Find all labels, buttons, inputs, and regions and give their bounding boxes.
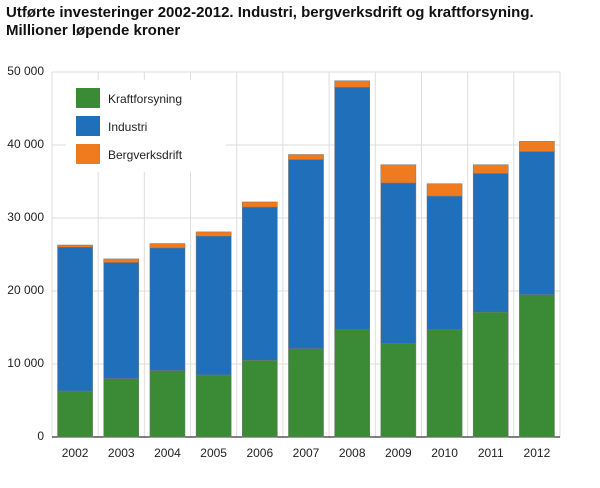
bar-segment — [103, 258, 140, 263]
bar-segment — [472, 173, 509, 313]
bar-segment — [149, 370, 186, 438]
bar-segment — [380, 182, 417, 344]
chart-title: Utførte investeringer 2002-2012. Industr… — [6, 4, 534, 21]
bar-segment — [288, 348, 324, 438]
bar-segment — [334, 87, 370, 330]
y-tick-label: 50 000 — [7, 64, 44, 78]
x-tick-label: 2007 — [293, 446, 320, 460]
chart-subtitle: Millioner løpende kroner — [6, 22, 180, 39]
bar-segment — [288, 154, 324, 160]
bar-segment — [242, 206, 278, 361]
bar-segment — [288, 159, 324, 349]
legend-label: Bergverksdrift — [108, 148, 183, 162]
bar-segment — [472, 311, 509, 438]
x-tick-label: 2003 — [108, 446, 135, 460]
bar-segment — [426, 195, 463, 330]
bar-segment — [57, 246, 93, 392]
y-tick-label: 30 000 — [7, 210, 44, 224]
bar-segment — [195, 236, 232, 376]
bar-segment — [334, 80, 370, 88]
x-tick-label: 2005 — [200, 446, 227, 460]
x-tick-label: 2010 — [431, 446, 458, 460]
x-tick-label: 2002 — [62, 446, 89, 460]
bar-segment — [519, 294, 555, 438]
bar-segment — [426, 329, 463, 438]
x-tick-label: 2006 — [246, 446, 273, 460]
legend-label: Kraftforsyning — [108, 92, 182, 106]
legend-swatch — [76, 144, 100, 164]
bar-segment — [426, 183, 463, 197]
bar-segment — [242, 201, 278, 208]
bar-segment — [149, 247, 186, 371]
bar-segment — [242, 360, 278, 438]
x-tick-label: 2008 — [339, 446, 366, 460]
legend-swatch — [76, 116, 100, 136]
x-tick-label: 2011 — [478, 446, 504, 460]
x-tick-label: 2009 — [385, 446, 412, 460]
bar-segment — [149, 243, 186, 249]
y-tick-label: 10 000 — [7, 356, 44, 370]
bar-segment — [103, 262, 140, 379]
bar-segment — [519, 151, 555, 295]
bar-segment — [57, 244, 93, 248]
x-tick-label: 2004 — [154, 446, 181, 460]
y-tick-label: 40 000 — [7, 137, 44, 151]
x-tick-label: 2012 — [524, 446, 551, 460]
bar-segment — [380, 164, 417, 184]
bar-segment — [103, 378, 140, 438]
bar-segment — [57, 390, 93, 438]
bar-segment — [472, 164, 509, 174]
bar-segment — [380, 343, 417, 438]
y-tick-label: 20 000 — [7, 283, 44, 297]
bar-segment — [334, 329, 370, 438]
bar-segment — [195, 231, 232, 237]
legend-swatch — [76, 88, 100, 108]
bar-segment — [519, 141, 555, 152]
legend-label: Industri — [108, 120, 147, 134]
y-tick-label: 0 — [37, 429, 44, 443]
bar-segment — [195, 374, 232, 438]
